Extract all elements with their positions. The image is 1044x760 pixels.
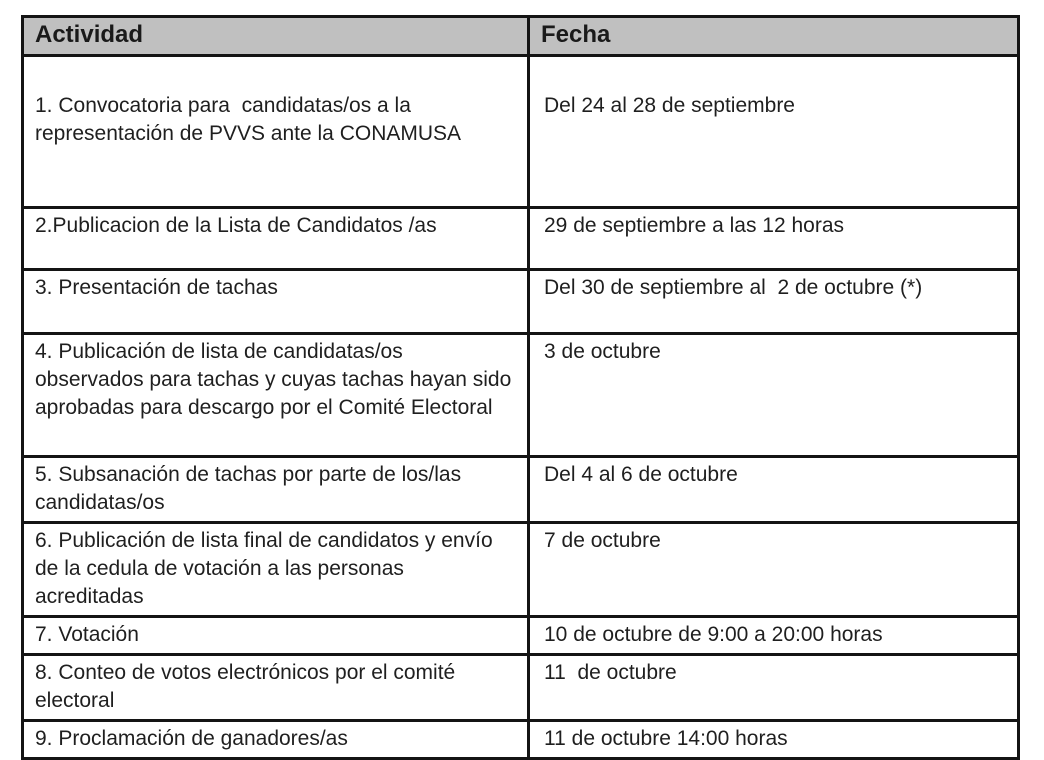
- table-row: 5. Subsanación de tachas por parte de lo…: [21, 455, 1020, 524]
- date-cell: Del 24 al 28 de septiembre: [527, 54, 1020, 209]
- date-cell: 11 de octubre 14:00 horas: [527, 719, 1020, 760]
- table-row: 9. Proclamación de ganadores/as 11 de oc…: [21, 719, 1020, 760]
- activity-cell: 4. Publicación de lista de candidatas/os…: [21, 332, 530, 458]
- activity-cell: 7. Votación: [21, 615, 530, 656]
- table-row: 7. Votación 10 de octubre de 9:00 a 20:0…: [21, 615, 1020, 656]
- table-row: 4. Publicación de lista de candidatas/os…: [21, 332, 1020, 458]
- column-header-actividad: Actividad: [21, 15, 530, 57]
- date-cell: 3 de octubre: [527, 332, 1020, 458]
- column-header-fecha: Fecha: [527, 15, 1020, 57]
- header-row: Actividad Fecha: [21, 15, 1020, 57]
- table-row: 3. Presentación de tachas Del 30 de sept…: [21, 268, 1020, 335]
- activity-cell: 9. Proclamación de ganadores/as: [21, 719, 530, 760]
- activity-cell: 3. Presentación de tachas: [21, 268, 530, 335]
- schedule-table: Actividad Fecha 1. Convocatoria para can…: [21, 15, 1020, 760]
- date-cell: 7 de octubre: [527, 521, 1020, 618]
- activity-cell: 8. Conteo de votos electrónicos por el c…: [21, 653, 530, 722]
- table-row: 1. Convocatoria para candidatas/os a la …: [21, 54, 1020, 209]
- activity-cell: 5. Subsanación de tachas por parte de lo…: [21, 455, 530, 524]
- date-cell: 10 de octubre de 9:00 a 20:00 horas: [527, 615, 1020, 656]
- activity-cell: 2.Publicacion de la Lista de Candidatos …: [21, 206, 530, 271]
- table-row: 6. Publicación de lista final de candida…: [21, 521, 1020, 618]
- date-cell: Del 30 de septiembre al 2 de octubre (*): [527, 268, 1020, 335]
- table-row: 2.Publicacion de la Lista de Candidatos …: [21, 206, 1020, 271]
- table-row: 8. Conteo de votos electrónicos por el c…: [21, 653, 1020, 722]
- schedule-table-container: Actividad Fecha 1. Convocatoria para can…: [21, 15, 1020, 760]
- document-page: { "table": { "headers": { "actividad": "…: [21, 15, 1020, 760]
- activity-cell: 6. Publicación de lista final de candida…: [21, 521, 530, 618]
- date-cell: Del 4 al 6 de octubre: [527, 455, 1020, 524]
- activity-cell: 1. Convocatoria para candidatas/os a la …: [21, 54, 530, 209]
- date-cell: 11 de octubre: [527, 653, 1020, 722]
- date-cell: 29 de septiembre a las 12 horas: [527, 206, 1020, 271]
